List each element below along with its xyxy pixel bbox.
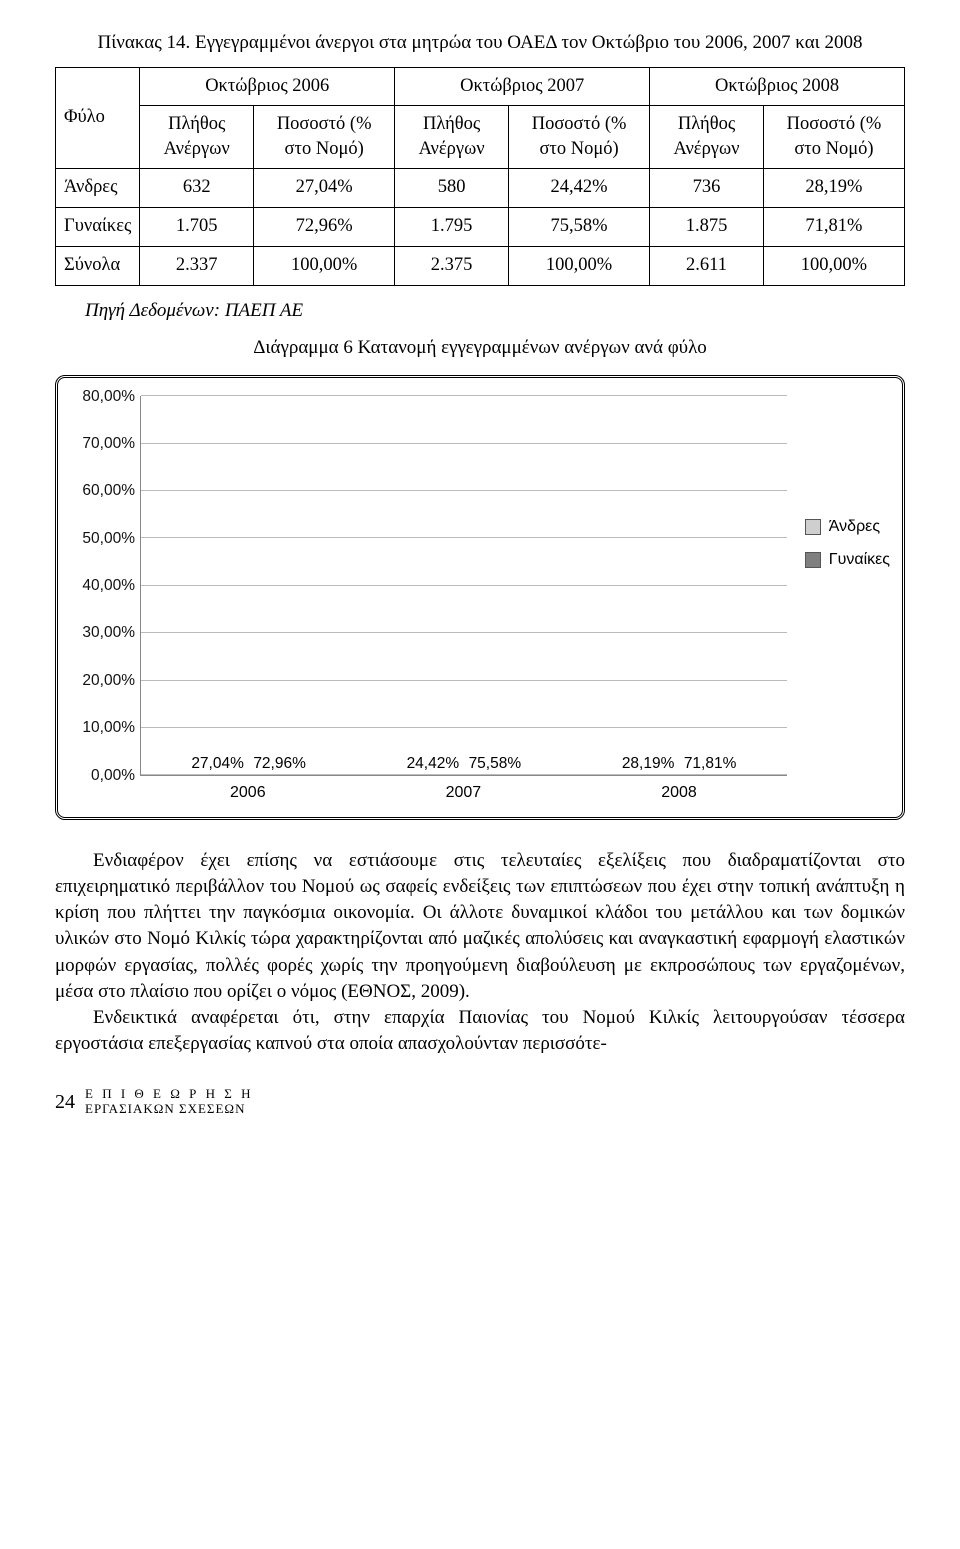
legend-item: Γυναίκες xyxy=(805,549,890,571)
row-label: Γυναίκες xyxy=(56,208,140,247)
subhead-count-1: Πλήθος Ανέργων xyxy=(140,106,254,169)
legend-swatch xyxy=(805,519,821,535)
legend-label: Άνδρες xyxy=(829,516,880,538)
body-paragraph-1: Ενδιαφέρον έχει επίσης να εστιάσουμε στι… xyxy=(55,848,905,1005)
cell: 28,19% xyxy=(763,169,904,208)
subhead-count-2: Πλήθος Ανέργων xyxy=(395,106,509,169)
cell: 75,58% xyxy=(509,208,650,247)
cell: 580 xyxy=(395,169,509,208)
cell: 71,81% xyxy=(763,208,904,247)
y-tick-label: 60,00% xyxy=(69,480,135,502)
legend-item: Άνδρες xyxy=(805,516,890,538)
row-label: Άνδρες xyxy=(56,169,140,208)
legend-label: Γυναίκες xyxy=(829,549,890,571)
cell: 632 xyxy=(140,169,254,208)
x-tick-label: 2008 xyxy=(601,782,756,804)
y-tick-label: 10,00% xyxy=(69,717,135,739)
cell: 100,00% xyxy=(763,247,904,286)
cell: 24,42% xyxy=(509,169,650,208)
subhead-count-3: Πλήθος Ανέργων xyxy=(650,106,764,169)
cell: 72,96% xyxy=(254,208,395,247)
page-number: 24 xyxy=(55,1088,75,1116)
footer-title-1: Ε Π Ι Θ Ε Ω Ρ Η Σ Η xyxy=(85,1086,253,1101)
col-group-label: Φύλο xyxy=(56,67,140,169)
table-row: Άνδρες 632 27,04% 580 24,42% 736 28,19% xyxy=(56,169,905,208)
footer-title-2: ΕΡΓΑΣΙΑΚΩΝ ΣΧΕΣΕΩΝ xyxy=(85,1101,246,1116)
body-paragraph-2: Ενδεικτικά αναφέρεται ότι, στην επαρχία … xyxy=(55,1005,905,1057)
year-2008: Οκτώβριος 2008 xyxy=(650,67,905,106)
y-tick-label: 70,00% xyxy=(69,433,135,455)
page-footer: 24 Ε Π Ι Θ Ε Ω Ρ Η Σ Η ΕΡΓΑΣΙΑΚΩΝ ΣΧΕΣΕΩ… xyxy=(55,1087,905,1116)
y-tick-label: 20,00% xyxy=(69,670,135,692)
table-caption: Πίνακας 14. Εγγεγραμμένοι άνεργοι στα μη… xyxy=(55,30,905,57)
table-row: Γυναίκες 1.705 72,96% 1.795 75,58% 1.875… xyxy=(56,208,905,247)
cell: 1.705 xyxy=(140,208,254,247)
chart-legend: Άνδρες Γυναίκες xyxy=(805,516,890,581)
row-label: Σύνολα xyxy=(56,247,140,286)
cell: 2.375 xyxy=(395,247,509,286)
y-tick-label: 80,00% xyxy=(69,385,135,407)
cell: 1.875 xyxy=(650,208,764,247)
y-tick-label: 30,00% xyxy=(69,622,135,644)
subhead-pct-1: Ποσοστό (% στο Νομό) xyxy=(254,106,395,169)
chart-plot: 0,00%10,00%20,00%30,00%40,00%50,00%60,00… xyxy=(140,396,787,776)
subhead-pct-3: Ποσοστό (% στο Νομό) xyxy=(763,106,904,169)
y-tick-label: 40,00% xyxy=(69,575,135,597)
x-tick-label: 2006 xyxy=(170,782,325,804)
y-tick-label: 0,00% xyxy=(69,764,135,786)
bar-chart: 0,00% 10,00% 20,00% 30,00% 40,00% 50,00% 60,00… xyxy=(55,375,905,819)
table-source: Πηγή Δεδομένων: ΠΑΕΠ ΑΕ xyxy=(85,298,905,325)
y-tick-label: 50,00% xyxy=(69,528,135,550)
subhead-pct-2: Ποσοστό (% στο Νομό) xyxy=(509,106,650,169)
year-2007: Οκτώβριος 2007 xyxy=(395,67,650,106)
x-tick-label: 2007 xyxy=(386,782,541,804)
cell: 100,00% xyxy=(509,247,650,286)
table-row: Σύνολα 2.337 100,00% 2.375 100,00% 2.611… xyxy=(56,247,905,286)
cell: 2.611 xyxy=(650,247,764,286)
year-2006: Οκτώβριος 2006 xyxy=(140,67,395,106)
cell: 100,00% xyxy=(254,247,395,286)
bar-value-label: 75,58% xyxy=(445,753,545,775)
bar-value-label: 72,96% xyxy=(230,753,330,775)
legend-swatch xyxy=(805,552,821,568)
chart-caption: Διάγραμμα 6 Κατανομή εγγεγραμμένων ανέργ… xyxy=(55,335,905,362)
cell: 1.795 xyxy=(395,208,509,247)
cell: 2.337 xyxy=(140,247,254,286)
cell: 27,04% xyxy=(254,169,395,208)
bar-value-label: 71,81% xyxy=(660,753,760,775)
cell: 736 xyxy=(650,169,764,208)
data-table: Φύλο Οκτώβριος 2006 Οκτώβριος 2007 Οκτώβ… xyxy=(55,67,905,287)
